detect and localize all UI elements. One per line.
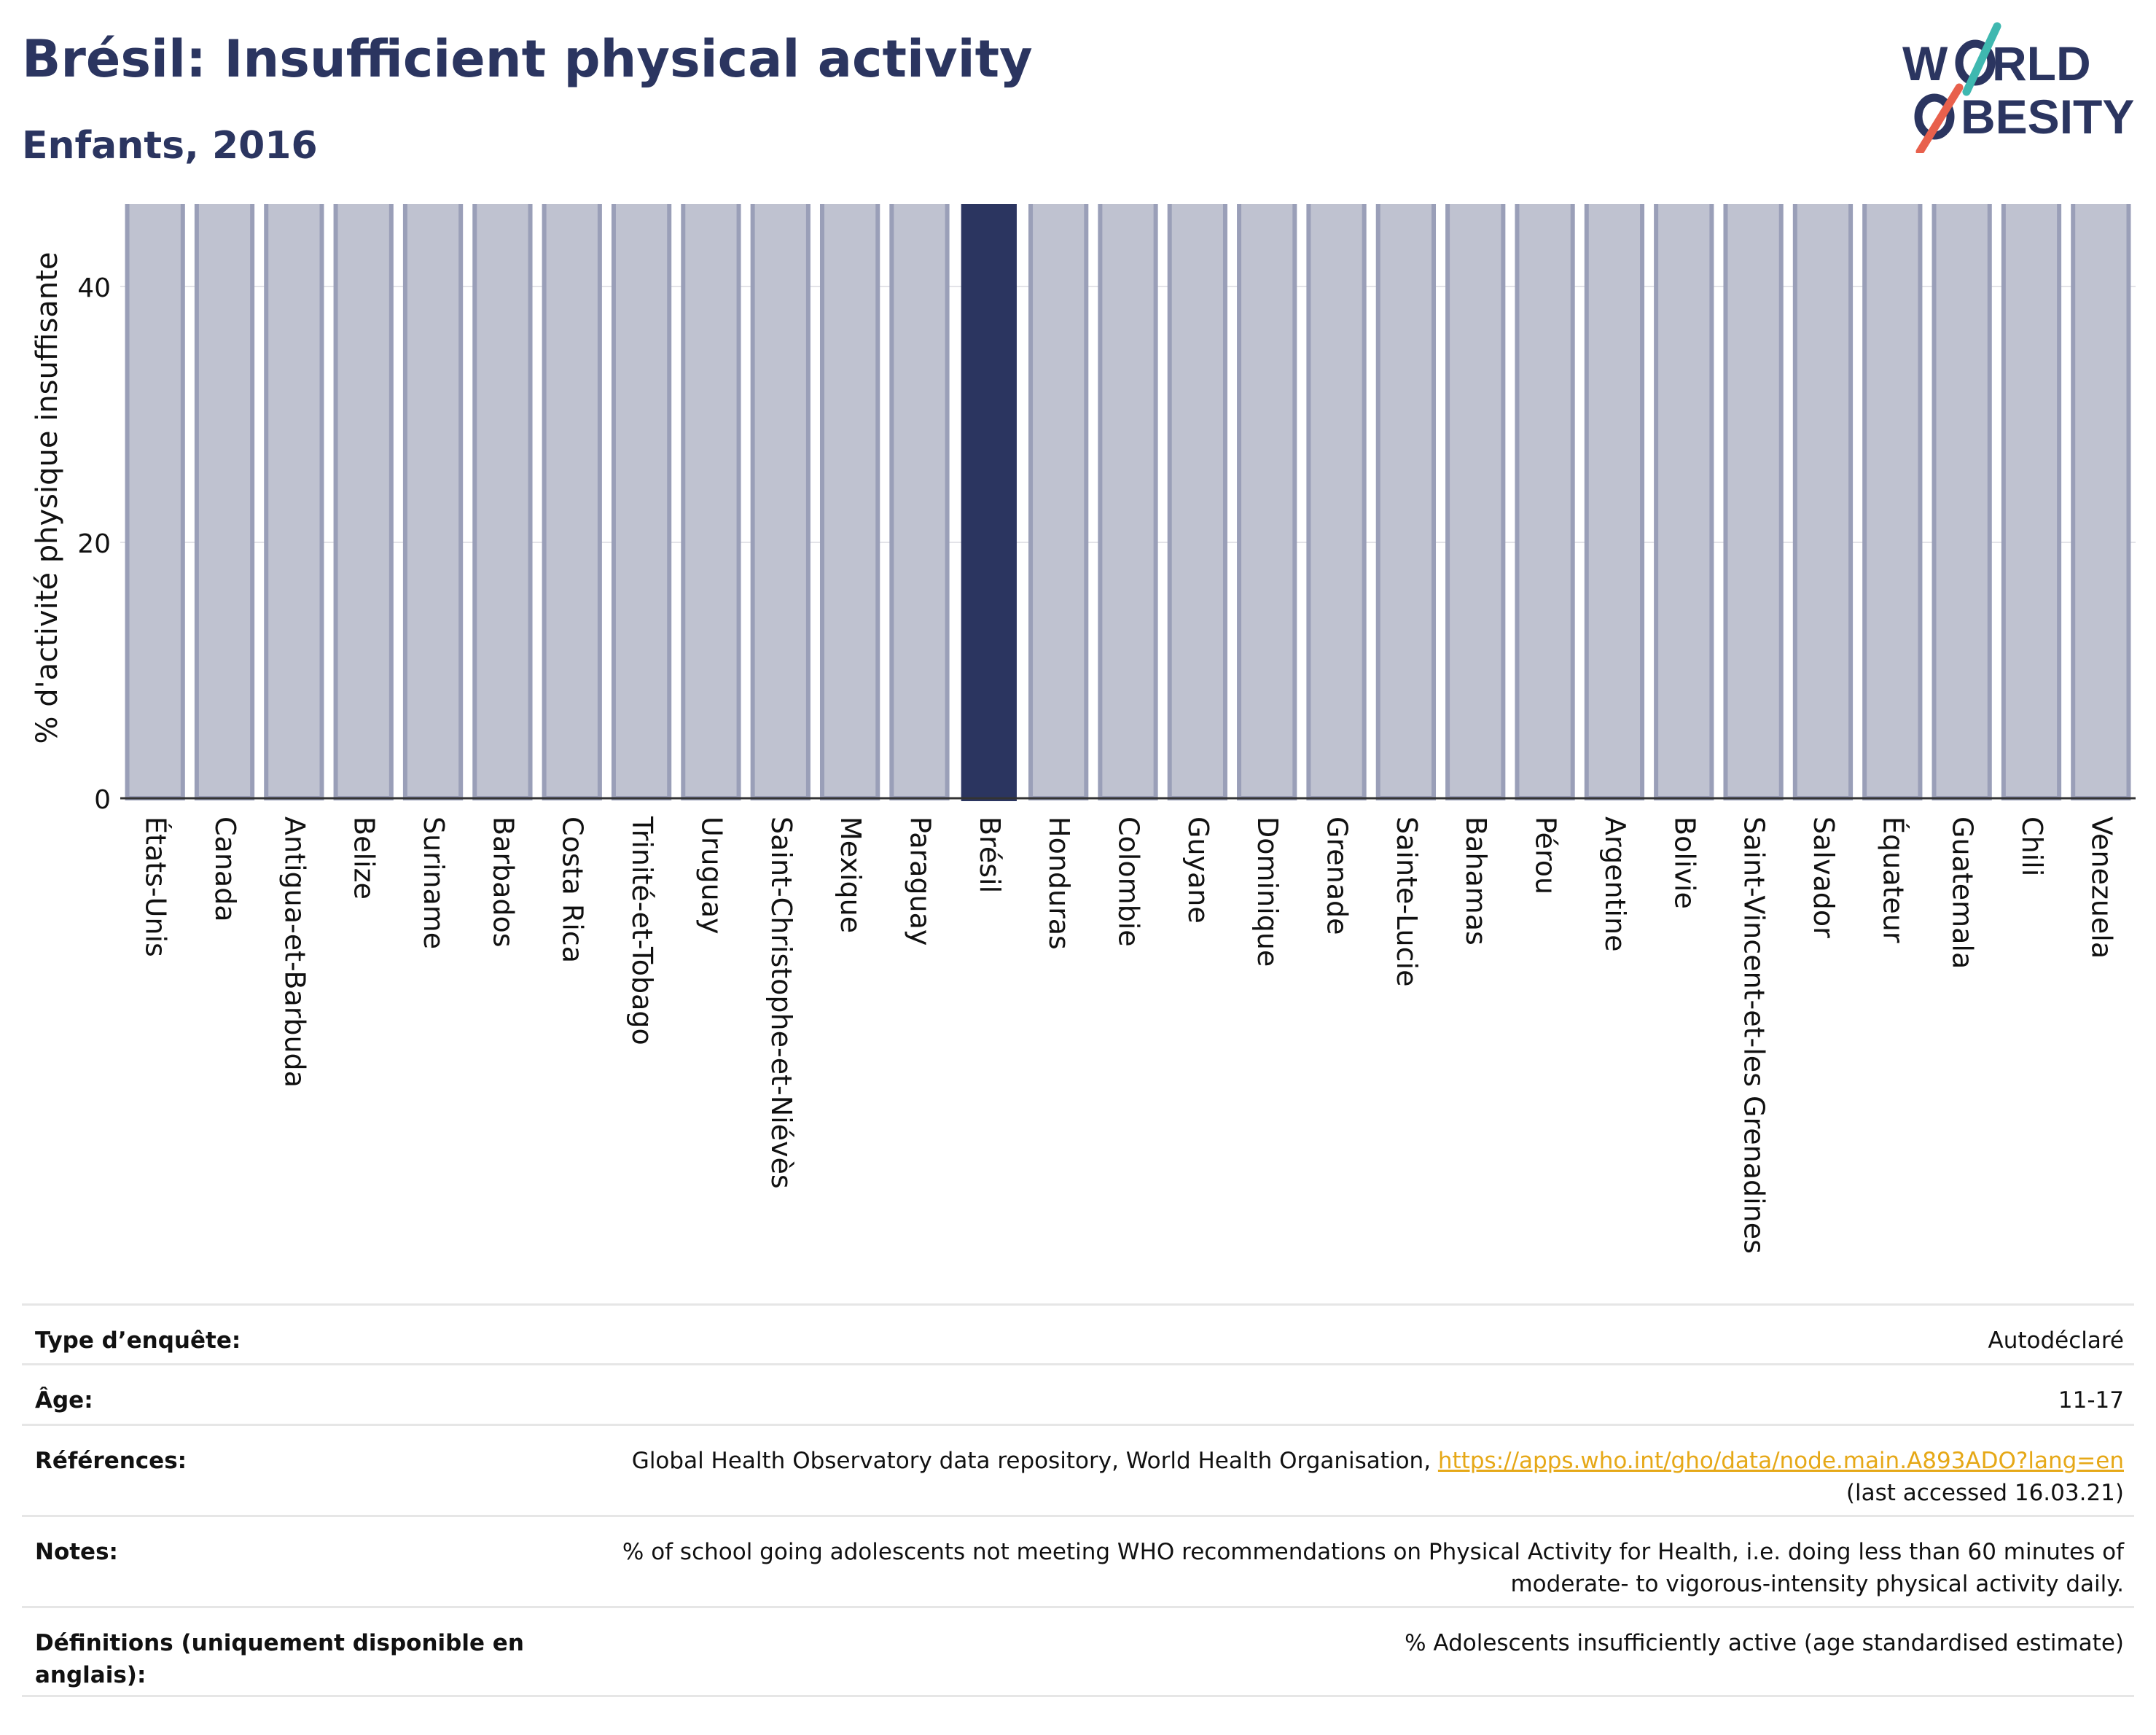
x-tick-label: Venezuela — [2085, 816, 2117, 959]
x-tick-label: Antigua-et-Barbuda — [278, 816, 310, 1088]
bar-antigua-et-barbuda — [264, 204, 324, 800]
metadata-row-references: Références: Global Health Observatory da… — [22, 1424, 2134, 1515]
logo-slash-top-icon — [1962, 22, 2001, 96]
metadata-row-definitions: Définitions (uniquement disponible en an… — [22, 1606, 2134, 1697]
metadata-row-survey-type: Type d’enquête: Autodéclaré — [22, 1303, 2134, 1363]
bar-canada — [194, 204, 255, 800]
tick-labels: 020406080États-UnisCanadaAntigua-et-Barb… — [77, 273, 2117, 1254]
bar-honduras — [1028, 204, 1089, 800]
x-tick-label: Pérou — [1530, 816, 1562, 894]
metadata-label: Références: — [35, 1448, 187, 1474]
notes-line1: % of school going adolescents not meetin… — [622, 1539, 2124, 1565]
x-tick-label: Uruguay — [695, 816, 727, 935]
x-tick-label: Sainte-Lucie — [1391, 816, 1423, 986]
bar-br-sil — [961, 204, 1017, 801]
x-tick-label: Grenade — [1321, 816, 1354, 935]
x-tick-label: Honduras — [1043, 816, 1075, 950]
bar-guyane — [1167, 204, 1227, 800]
bar-argentine — [1584, 204, 1645, 800]
x-tick-label: Guatemala — [1947, 816, 1979, 969]
metadata-label: Âge: — [35, 1387, 93, 1414]
chart-subtitle: Enfants, 2016 — [22, 124, 318, 168]
metadata-label: Définitions (uniquement disponible en an… — [35, 1630, 524, 1688]
y-tick-label: 0 — [94, 785, 111, 815]
metadata-value: % of school going adolescents not meetin… — [622, 1536, 2124, 1600]
bar-bahamas — [1445, 204, 1506, 800]
bar-paraguay — [889, 204, 950, 801]
bar-trinit-et-tobago — [611, 204, 672, 800]
bar--tats-unis — [125, 204, 185, 800]
x-tick-label: Mexique — [835, 816, 867, 933]
bar-colombie — [1098, 204, 1158, 800]
y-tick-label: 40 — [77, 273, 111, 303]
x-tick-label: Guyane — [1182, 816, 1214, 924]
bar-uruguay — [681, 204, 741, 800]
bar-costa-rica — [542, 204, 602, 800]
y-tick-label: 20 — [77, 529, 111, 559]
x-tick-label: Saint-Vincent-et-les Grenadines — [1738, 816, 1770, 1254]
bar-salvador — [1792, 204, 1854, 800]
x-tick-label: Salvador — [1808, 816, 1840, 938]
x-tick-label: Costa Rica — [557, 816, 589, 963]
bar-dominique — [1237, 204, 1297, 800]
x-tick-label: Bahamas — [1460, 816, 1492, 946]
bar-chart: 020406080États-UnisCanadaAntigua-et-Barb… — [31, 204, 2136, 1254]
metadata-label: Notes: — [35, 1539, 118, 1565]
metadata-value: 11-17 — [2058, 1387, 2124, 1414]
x-tick-label: Suriname — [418, 816, 450, 949]
metadata-row-age: Âge: 11-17 — [22, 1363, 2134, 1424]
y-axis-label: % d'activité physique insuffisante — [31, 252, 64, 744]
logo-line1-rest: RLD — [1992, 36, 2091, 90]
x-tick-label: Saint-Christophe-et-Niévès — [765, 816, 797, 1189]
bar-grenade — [1306, 204, 1367, 800]
chart-title: Brésil: Insufficient physical activity — [22, 29, 1033, 89]
bar--quateur — [1862, 204, 1923, 800]
logo-o2-icon — [1914, 93, 1955, 140]
x-tick-label: États-Unis — [140, 816, 172, 957]
x-tick-label: Dominique — [1251, 816, 1284, 967]
bar-guatemala — [1932, 204, 1992, 800]
references-accessed: (last accessed 16.03.21) — [1846, 1480, 2124, 1506]
bar-mexique — [819, 204, 880, 801]
metadata-label: Type d’enquête: — [35, 1327, 241, 1354]
x-tick-label: Colombie — [1113, 816, 1145, 947]
x-tick-label: Bolivie — [1668, 816, 1700, 909]
bar-venezuela — [2071, 204, 2131, 800]
x-tick-label: Belize — [348, 816, 380, 900]
logo-slash-bottom-icon — [1915, 83, 1964, 153]
metadata-row-notes: Notes: % of school going adolescents not… — [22, 1515, 2134, 1606]
bar-bolivie — [1654, 204, 1714, 801]
bar-sainte-lucie — [1375, 204, 1437, 800]
x-tick-label: Chili — [2016, 816, 2048, 876]
references-link[interactable]: https://apps.who.int/gho/data/node.main.… — [1437, 1448, 2124, 1474]
x-tick-label: Trinité-et-Tobago — [626, 816, 658, 1045]
bar-chili — [2001, 204, 2062, 800]
logo-line2-rest: BESITY — [1961, 90, 2134, 144]
world-obesity-logo: W RLD BESITY — [1902, 22, 2134, 153]
bar-p-rou — [1515, 204, 1575, 800]
x-tick-label: Argentine — [1599, 816, 1631, 951]
x-tick-label: Paraguay — [904, 816, 936, 946]
x-tick-label: Canada — [209, 816, 241, 922]
x-tick-label: Barbados — [487, 816, 519, 948]
bar-suriname — [402, 204, 464, 800]
metadata-table: Type d’enquête: Autodéclaré Âge: 11-17 R… — [22, 1303, 2134, 1697]
references-text: Global Health Observatory data repositor… — [631, 1448, 1438, 1474]
metadata-value: % Adolescents insufficiently active (age… — [1405, 1630, 2124, 1656]
bars — [125, 204, 2131, 801]
notes-line2: moderate- to vigorous-intensity physical… — [1510, 1571, 2124, 1597]
x-tick-label: Équateur — [1877, 816, 1909, 943]
bar-belize — [333, 204, 394, 800]
metadata-value: Autodéclaré — [1988, 1327, 2124, 1354]
bar-barbados — [472, 204, 533, 800]
x-tick-label: Brésil — [974, 816, 1006, 893]
bar-saint-christophe-et-ni-v-s — [750, 204, 811, 800]
metadata-value: Global Health Observatory data repositor… — [632, 1445, 2124, 1509]
bar-saint-vincent-et-les-grenadines — [1723, 204, 1784, 801]
logo-line1: W — [1902, 36, 1948, 90]
